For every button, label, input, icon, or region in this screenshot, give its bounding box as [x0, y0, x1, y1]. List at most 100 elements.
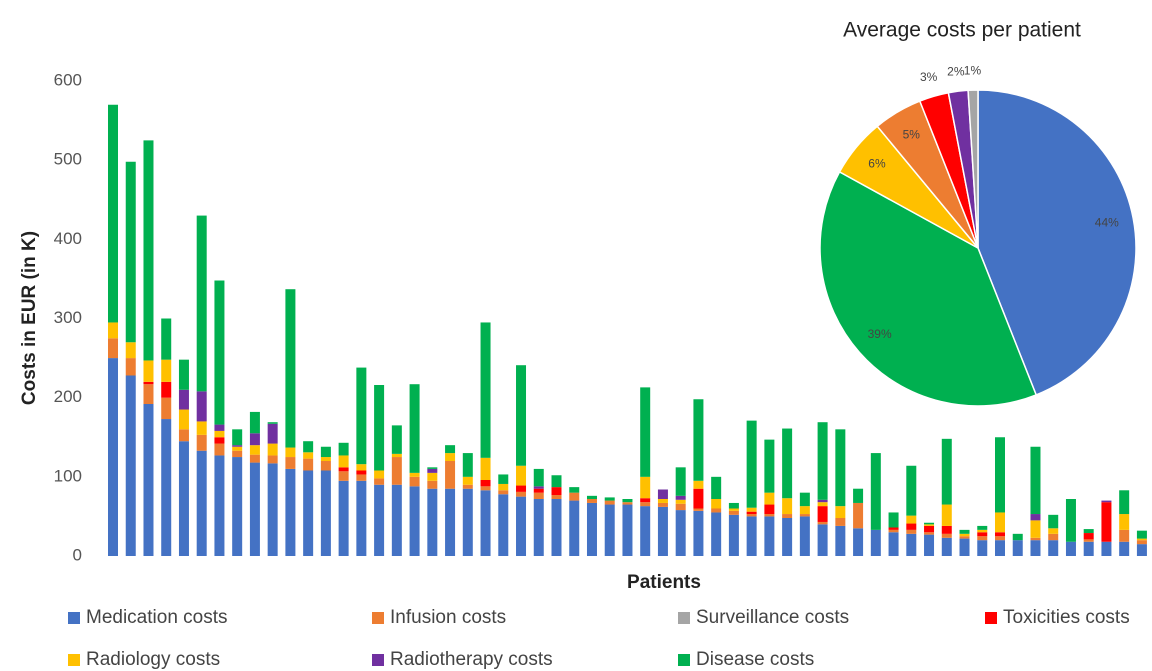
bar-segment — [995, 536, 1005, 541]
bar-segment — [232, 457, 243, 556]
bar-segment — [1136, 544, 1147, 556]
bar-segment — [924, 522, 935, 525]
bar-segment — [959, 533, 970, 537]
bar-segment — [782, 498, 793, 515]
bar-segment — [693, 399, 704, 481]
bar-segment — [675, 467, 686, 496]
bar-segment — [178, 359, 189, 390]
bar-segment — [249, 445, 260, 455]
bar-segment — [728, 510, 739, 515]
bar-segment — [516, 365, 527, 466]
bar-segment — [267, 443, 278, 456]
bar-segment — [693, 508, 704, 511]
legend-label: Medication costs — [86, 607, 228, 628]
bar-segment — [178, 389, 189, 410]
bar-segment — [782, 428, 793, 499]
bar-segment — [196, 421, 207, 435]
bar-segment — [409, 486, 420, 556]
bar-segment — [462, 488, 473, 556]
bar-segment — [764, 514, 775, 517]
bar-segment — [569, 492, 580, 501]
bar-segment — [853, 488, 864, 503]
bar-segment — [409, 384, 420, 473]
bar-segment — [728, 508, 739, 511]
bar-segment — [1119, 529, 1130, 542]
bar-segment — [249, 454, 260, 463]
bar-segment — [427, 480, 438, 489]
bar-segment — [1030, 537, 1041, 541]
bar-segment — [374, 478, 385, 485]
bar-segment — [1012, 540, 1023, 556]
bar-segment — [924, 525, 935, 533]
bar-segment — [249, 462, 260, 556]
bar-segment — [338, 442, 349, 456]
pie-label: 5% — [903, 127, 921, 141]
bar-segment — [1101, 502, 1112, 542]
bar-segment — [569, 487, 580, 493]
bar-segment — [232, 445, 243, 447]
bar-segment — [196, 450, 207, 556]
bar-segment — [533, 486, 544, 489]
legend-label: Toxicities costs — [1003, 607, 1130, 628]
bar-segment — [693, 510, 704, 556]
bar-segment — [267, 422, 278, 424]
bar-segment — [711, 512, 722, 556]
bar-segment — [462, 476, 473, 485]
legend-swatch — [985, 612, 997, 624]
bar-segment — [445, 453, 456, 461]
bar-segment — [498, 483, 509, 491]
bar-segment — [817, 502, 828, 507]
bar-segment — [728, 502, 739, 509]
bar-segment — [551, 495, 562, 499]
bar-segment — [214, 437, 225, 444]
bar-segment — [161, 419, 172, 556]
bar-segment — [462, 453, 473, 477]
bar-segment — [143, 140, 154, 361]
bar-segment — [1065, 541, 1076, 556]
legend-label: Radiology costs — [86, 649, 220, 670]
bar-segment — [977, 536, 988, 541]
bar-segment — [711, 476, 722, 499]
bar-segment — [1101, 541, 1112, 556]
bar-segment — [356, 480, 367, 556]
bar-segment — [835, 518, 846, 526]
bar-segment — [303, 458, 314, 471]
bar-segment — [125, 342, 136, 359]
bar-segment — [480, 490, 491, 556]
bar-segment — [941, 533, 952, 538]
bar-segment — [1048, 533, 1059, 541]
bar-segment — [764, 492, 775, 505]
bar-segment — [817, 499, 828, 503]
bar-segment — [480, 480, 491, 487]
bar-segment — [941, 438, 952, 505]
bar-segment — [640, 498, 651, 503]
bar-segment — [338, 467, 349, 472]
bar-segment — [941, 504, 952, 526]
bar-segment — [249, 433, 260, 446]
bar-segment — [1083, 533, 1094, 540]
bar-segment — [125, 161, 136, 343]
bar-segment — [711, 499, 722, 509]
bar-segment — [604, 497, 615, 501]
bar-segment — [941, 537, 952, 556]
bar-segment — [799, 514, 810, 517]
bar-segment — [391, 425, 402, 454]
bar-segment — [267, 455, 278, 464]
bar-segment — [178, 441, 189, 556]
bar-segment — [303, 452, 314, 459]
legend-swatch — [678, 654, 690, 666]
bar-segment — [143, 360, 154, 382]
bar-segment — [427, 467, 438, 469]
bar-segment — [959, 529, 970, 534]
bar-segment — [693, 488, 704, 509]
bar-segment — [108, 322, 118, 339]
bar-segment — [906, 465, 917, 516]
legend-swatch — [68, 654, 80, 666]
bar-segment — [427, 488, 438, 556]
bar-segment — [267, 463, 278, 556]
bar-segment — [498, 490, 509, 495]
bar-segment — [551, 475, 562, 488]
bar-segment — [1119, 490, 1130, 515]
bar-segment — [711, 508, 722, 513]
bar-segment — [108, 104, 118, 323]
